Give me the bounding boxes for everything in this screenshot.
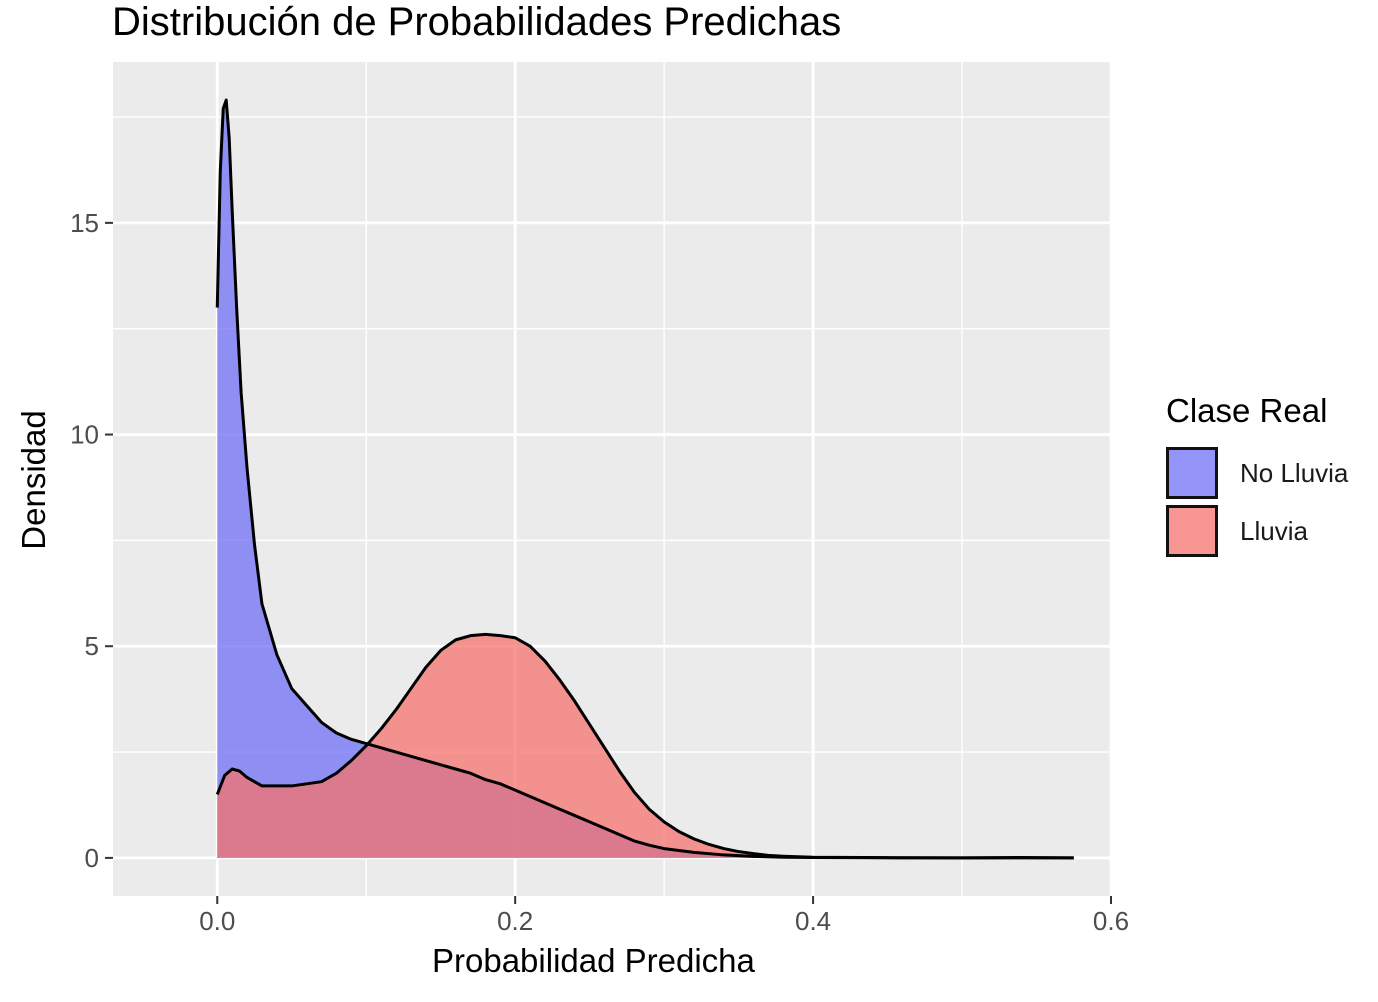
x-axis-title: Probabilidad Predicha <box>432 942 755 979</box>
legend-label-lluvia: Lluvia <box>1240 515 1308 546</box>
density-area-lluvia <box>217 634 1074 858</box>
density-area-no-lluvia <box>217 100 1074 858</box>
legend-item-no-lluvia: No Lluvia <box>1166 444 1348 502</box>
legend-key-lluvia <box>1166 505 1218 557</box>
x-tick-label: 0.6 <box>1093 906 1129 936</box>
legend: Clase Real No Lluvia Lluvia <box>1166 392 1348 560</box>
legend-title: Clase Real <box>1166 392 1328 429</box>
density-line-lluvia <box>215 632 1074 860</box>
legend-label-no-lluvia: No Lluvia <box>1240 457 1349 488</box>
chart-title: Distribución de Probabilidades Predichas <box>112 0 842 44</box>
y-tick-label: 5 <box>85 631 99 661</box>
y-tick-label: 10 <box>70 420 99 450</box>
x-tick-label: 0.0 <box>199 906 235 936</box>
legend-key-no-lluvia <box>1166 447 1218 499</box>
density-line-no-lluvia <box>215 98 1074 860</box>
x-tick-label: 0.2 <box>497 906 533 936</box>
y-axis-title: Densidad <box>15 410 52 550</box>
y-tick-label: 0 <box>85 843 99 873</box>
legend-item-lluvia: Lluvia <box>1166 502 1348 560</box>
x-tick-label: 0.4 <box>795 906 831 936</box>
y-tick-label: 15 <box>70 208 99 238</box>
